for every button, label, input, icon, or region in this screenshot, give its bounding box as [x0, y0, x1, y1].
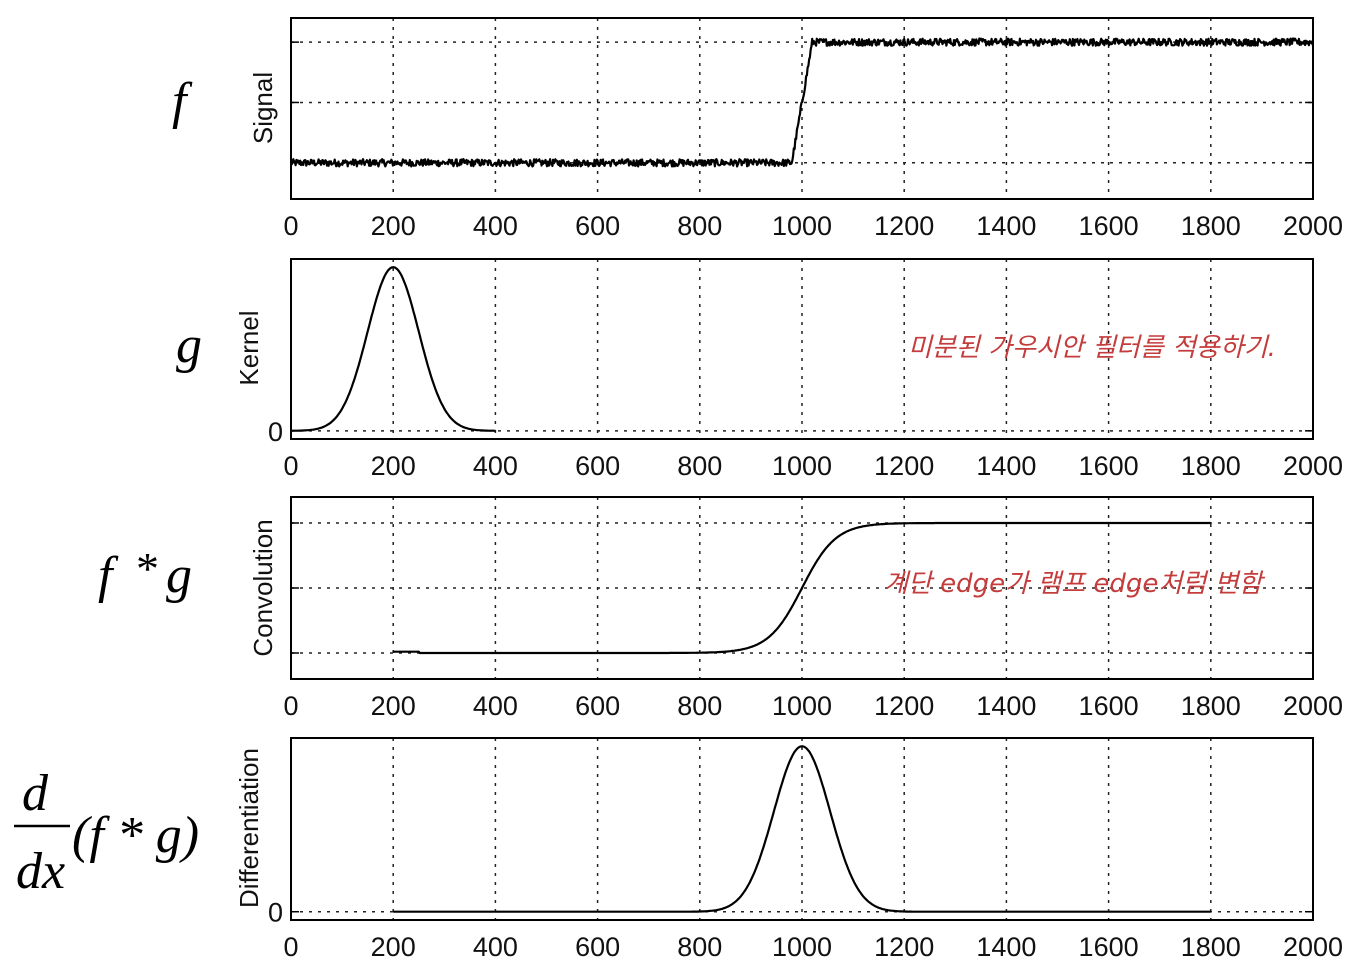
x-tick-label-1200: 1200: [874, 211, 934, 241]
y-tick-label: 0: [268, 898, 283, 928]
x-tick-label-200: 200: [371, 691, 416, 721]
y-tick-label: 0: [268, 417, 283, 447]
x-tick-label-800: 800: [677, 451, 722, 481]
x-tick-label-1000: 1000: [772, 211, 832, 241]
x-tick-label-1800: 1800: [1181, 211, 1241, 241]
y-axis-label: Signal: [248, 72, 278, 144]
panels: 0 200 400 600 800 1000 1200 1400 1600 1800 2000Sig…: [234, 17, 1343, 962]
x-tick-label-1800: 1800: [1181, 451, 1241, 481]
x-tick-label-1600: 1600: [1079, 211, 1139, 241]
x-tick-label-800: 800: [677, 932, 722, 962]
x-tick-label-600: 600: [575, 211, 620, 241]
plot-frame: [290, 258, 1314, 440]
x-tick-label-1800: 1800: [1181, 691, 1241, 721]
x-tick-label-600: 600: [575, 691, 620, 721]
x-tick-label-600: 600: [575, 451, 620, 481]
x-tick-label-2000: 2000: [1283, 691, 1343, 721]
y-axis-label: Convolution: [248, 519, 278, 656]
math-label-deriv-den: dx: [16, 843, 65, 900]
math-label-g: g: [176, 317, 202, 374]
panel-4: 0 200 400 600 800 1000 1200 1400 1600 1800 20000Di…: [234, 737, 1343, 962]
x-tick-label-0: 0: [283, 211, 298, 241]
y-axis-label: Kernel: [234, 310, 264, 385]
plot-frame: [290, 17, 1314, 200]
series-line-derivative: [393, 745, 1211, 913]
panel-1: 0 200 400 600 800 1000 1200 1400 1600 1800 2000 Sig…: [248, 17, 1343, 241]
x-tick-label-1600: 1600: [1079, 932, 1139, 962]
panel-2: 0 200 400 600 800 1000 1200 1400 1600 1800 2000 0 Ke…: [234, 258, 1343, 481]
x-tick-label-0: 0: [283, 932, 298, 962]
x-tick-label-200: 200: [371, 451, 416, 481]
x-tick-label-400: 400: [473, 211, 518, 241]
series-line-gaussian-kernel: [290, 266, 496, 432]
x-tick-label-1400: 1400: [976, 211, 1036, 241]
x-tick-label-400: 400: [473, 451, 518, 481]
x-tick-label-400: 400: [473, 691, 518, 721]
math-label-derivative: d dx (f * g): [14, 765, 199, 900]
math-label-fg-g: g: [166, 547, 192, 604]
handwritten-annotation: 계단 edge가 램프 edge처럼 변함: [884, 569, 1265, 599]
x-tick-label-2000: 2000: [1283, 211, 1343, 241]
math-label-f: f: [172, 73, 193, 130]
x-tick-label-2000: 2000: [1283, 451, 1343, 481]
x-tick-label-600: 600: [575, 932, 620, 962]
x-tick-label-1400: 1400: [976, 932, 1036, 962]
x-tick-label-1600: 1600: [1079, 451, 1139, 481]
x-tick-label-200: 200: [371, 211, 416, 241]
x-tick-label-1600: 1600: [1079, 691, 1139, 721]
panel-3: 0 200 400 600 800 1000 1200 1400 1600 1800 2000 Con…: [248, 496, 1343, 721]
series-line-convolution: [393, 521, 1211, 655]
x-tick-label-1000: 1000: [772, 451, 832, 481]
math-label-fg-f: f: [98, 547, 119, 604]
x-tick-label-0: 0: [283, 451, 298, 481]
math-label-deriv-num: d: [22, 765, 49, 822]
x-tick-label-1000: 1000: [772, 691, 832, 721]
x-tick-label-1200: 1200: [874, 451, 934, 481]
handwritten-annotation: 미분된 가우시안 필터를 적용하기.: [908, 333, 1276, 363]
x-tick-label-1400: 1400: [976, 691, 1036, 721]
x-tick-label-1000: 1000: [772, 932, 832, 962]
x-tick-label-800: 800: [677, 211, 722, 241]
x-tick-label-400: 400: [473, 932, 518, 962]
x-tick-label-1400: 1400: [976, 451, 1036, 481]
x-tick-label-1200: 1200: [874, 691, 934, 721]
series-line-signal: [289, 37, 1314, 168]
x-tick-label-1800: 1800: [1181, 932, 1241, 962]
y-axis-label: Differentiation: [234, 748, 264, 908]
plot-frame: [290, 737, 1314, 921]
x-tick-label-2000: 2000: [1283, 932, 1343, 962]
math-label-fg-star: *: [136, 543, 159, 594]
x-tick-label-0: 0: [283, 691, 298, 721]
math-label-fg: f * g: [98, 543, 192, 604]
x-tick-label-200: 200: [371, 932, 416, 962]
math-label-deriv-rest: (f * g): [72, 807, 199, 864]
x-tick-label-800: 800: [677, 691, 722, 721]
x-tick-label-1200: 1200: [874, 932, 934, 962]
